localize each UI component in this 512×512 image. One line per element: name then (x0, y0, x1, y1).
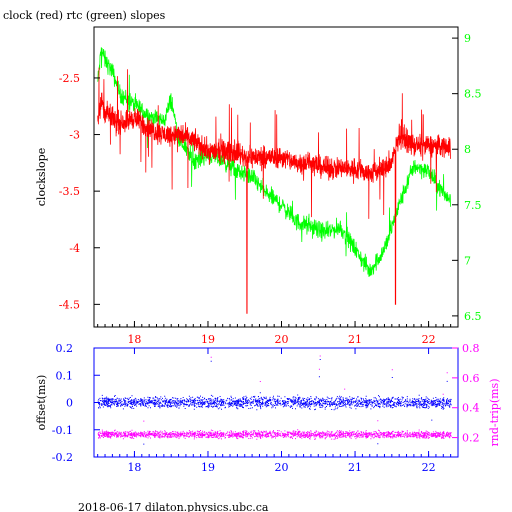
y-tick-label: 0.1 (56, 369, 74, 382)
y-tick-label: -3 (69, 129, 80, 142)
roundtrip-y-axis-label: rnd-trip(ms) (488, 379, 501, 447)
offset-y-axis-right: 0.2 0.4 0.6 0.8 (452, 342, 480, 445)
y2-tick-label: 6.5 (464, 310, 482, 323)
chart-title: clock (red) rtc (green) slopes (3, 9, 166, 22)
roundtrip-points (97, 355, 452, 440)
y2-tick-label: 0.8 (462, 342, 480, 355)
slopes-plot-frame (93, 26, 459, 328)
y-tick-label: -0.2 (52, 451, 73, 464)
y2-tick-label: 7 (464, 254, 471, 267)
clock-slope-series (97, 67, 451, 314)
offset-panel: 18 19 20 21 22 -0.2-0.100.10.2 0.20.40.60.8 … (35, 342, 501, 474)
rtc-slope-series (97, 47, 451, 277)
y-tick-label: -4 (69, 242, 80, 255)
y2-tick-label: 9 (464, 32, 471, 45)
footer-caption: 2018-06-17 dilaton.physics.ubc.ca (78, 501, 269, 512)
rtc-slope-line (97, 47, 451, 277)
x-tick-label: 19 (201, 461, 215, 474)
offset-series (97, 359, 452, 445)
x-tick-label: 22 (422, 461, 436, 474)
x-tick-label: 20 (275, 333, 289, 346)
y2-tick-label: 0.6 (462, 372, 480, 385)
slopes-y-axis-right: 6.5 7 7.5 8 8.5 9 (452, 32, 482, 323)
x-tick-label: 21 (348, 333, 362, 346)
x-tick-label: 19 (201, 333, 215, 346)
offset-y-axis-label: offset(ms) (35, 375, 48, 431)
y-tick-label: 0.2 (56, 342, 74, 355)
x-tick-label: 22 (422, 333, 436, 346)
x-tick-label: 18 (127, 461, 141, 474)
slopes-x-axis: 18 19 20 21 22 (97, 321, 452, 346)
y2-tick-label: 8.5 (464, 88, 482, 101)
x-tick-label: 18 (127, 333, 141, 346)
offset-points (97, 359, 452, 445)
y2-tick-label: 0.4 (462, 402, 480, 415)
slopes-panel: 18 19 20 21 22 -4.5 -4 -3.5 -3 -2.5 6.5 7 7.5 8 8.5 9… (35, 26, 482, 346)
slopes-y-axis-left: -4.5 -4 -3.5 -3 -2.5 (59, 72, 100, 311)
y2-tick-label: 0.2 (462, 432, 480, 445)
y2-tick-label: 7.5 (464, 199, 482, 212)
x-tick-label: 21 (348, 461, 362, 474)
roundtrip-series (97, 355, 452, 440)
y-tick-label: -3.5 (59, 185, 80, 198)
y2-tick-label: 8 (464, 143, 471, 156)
clock-slope-line (97, 67, 451, 314)
y-tick-label: -0.1 (52, 424, 73, 437)
x-tick-label: 20 (275, 461, 289, 474)
slopes-y-axis-label: clockslope (35, 148, 48, 206)
y-tick-label: -2.5 (59, 72, 80, 85)
offset-x-axis: 18 19 20 21 22 (97, 348, 452, 474)
y-tick-label: -4.5 (59, 298, 80, 311)
y-tick-label: 0 (66, 397, 73, 410)
offset-y-axis-left: -0.2 -0.1 0 0.1 0.2 (52, 342, 100, 464)
